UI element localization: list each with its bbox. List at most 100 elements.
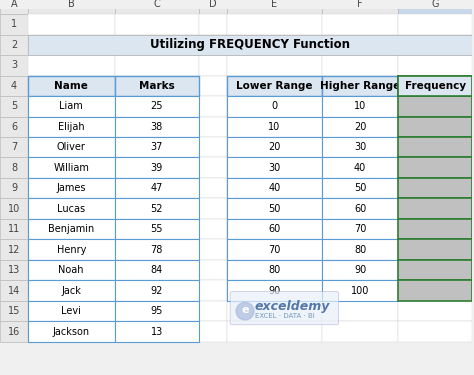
Text: 7: 7 [11, 142, 17, 152]
Bar [115, 96, 199, 117]
Bar [227, 260, 322, 280]
Bar [322, 34, 399, 55]
Bar [0, 55, 28, 75]
Bar [199, 301, 227, 321]
Bar [199, 321, 227, 342]
Bar [322, 14, 399, 34]
Text: 90: 90 [354, 265, 366, 275]
Bar [227, 198, 322, 219]
Bar [322, 96, 399, 117]
Bar [0, 260, 28, 280]
Bar [115, 34, 199, 55]
Text: F: F [357, 0, 363, 9]
Bar [115, 198, 199, 219]
Bar [399, 239, 472, 260]
Bar [322, 137, 399, 158]
Bar [28, 301, 115, 321]
Text: 47: 47 [151, 183, 163, 193]
Bar [227, 75, 322, 96]
Text: D: D [210, 0, 217, 9]
Bar [0, 239, 28, 260]
Text: G: G [431, 0, 439, 9]
Bar [28, 239, 115, 260]
Text: Jackson: Jackson [53, 327, 90, 337]
Text: e: e [241, 305, 249, 315]
Bar [0, 117, 28, 137]
Text: 92: 92 [151, 286, 163, 296]
Bar [0, 158, 28, 178]
Bar [28, 198, 115, 219]
Bar [115, 178, 199, 198]
Text: 20: 20 [354, 122, 366, 132]
Text: 0: 0 [271, 101, 277, 111]
Bar [227, 219, 322, 239]
Bar [399, 260, 472, 280]
Bar [199, 34, 227, 55]
Bar [227, 280, 322, 301]
Text: 95: 95 [151, 306, 163, 316]
Bar [322, 280, 399, 301]
Bar [322, 239, 399, 260]
Bar [227, 321, 322, 342]
Bar [399, 158, 472, 178]
Bar [28, 96, 115, 117]
Text: 2: 2 [11, 40, 17, 50]
Bar [227, 137, 322, 158]
Bar [199, 219, 227, 239]
Bar [399, 280, 472, 301]
Text: 11: 11 [8, 224, 20, 234]
Bar [399, 75, 472, 96]
Bar [0, 0, 28, 14]
Text: 80: 80 [268, 265, 281, 275]
Bar [227, 178, 322, 198]
Text: Noah: Noah [58, 265, 84, 275]
Bar [322, 198, 399, 219]
Bar [322, 96, 399, 117]
Text: 78: 78 [151, 244, 163, 255]
Bar [199, 158, 227, 178]
Bar [115, 178, 199, 198]
Bar [322, 137, 399, 158]
Bar [322, 0, 399, 14]
Text: 25: 25 [151, 101, 163, 111]
Text: C: C [154, 0, 160, 9]
Bar [322, 75, 399, 96]
Text: James: James [56, 183, 86, 193]
Bar [28, 239, 115, 260]
Bar [28, 280, 115, 301]
Text: 40: 40 [354, 163, 366, 173]
Bar [115, 137, 199, 158]
Bar [28, 137, 115, 158]
Bar [115, 158, 199, 178]
Bar [322, 117, 399, 137]
Bar [28, 158, 115, 178]
Bar [199, 239, 227, 260]
Bar [28, 75, 115, 96]
Bar [0, 321, 28, 342]
Text: 55: 55 [151, 224, 163, 234]
Bar [322, 158, 399, 178]
Bar [115, 75, 199, 96]
Bar [115, 219, 199, 239]
Bar [399, 14, 472, 34]
Bar [227, 158, 322, 178]
Bar [0, 96, 28, 117]
Bar [28, 301, 115, 321]
Bar [227, 239, 322, 260]
Bar [199, 14, 227, 34]
Text: 37: 37 [151, 142, 163, 152]
Bar [399, 96, 472, 117]
Bar [115, 158, 199, 178]
Bar [28, 158, 115, 178]
Bar [199, 117, 227, 137]
Bar [115, 137, 199, 158]
Bar [199, 55, 227, 75]
Bar [399, 75, 472, 96]
Bar [399, 137, 472, 158]
Bar [227, 96, 322, 117]
Text: Lower Range: Lower Range [236, 81, 313, 91]
Text: Benjamin: Benjamin [48, 224, 94, 234]
Text: 30: 30 [268, 163, 281, 173]
Text: 9: 9 [11, 183, 17, 193]
Bar [28, 75, 115, 96]
